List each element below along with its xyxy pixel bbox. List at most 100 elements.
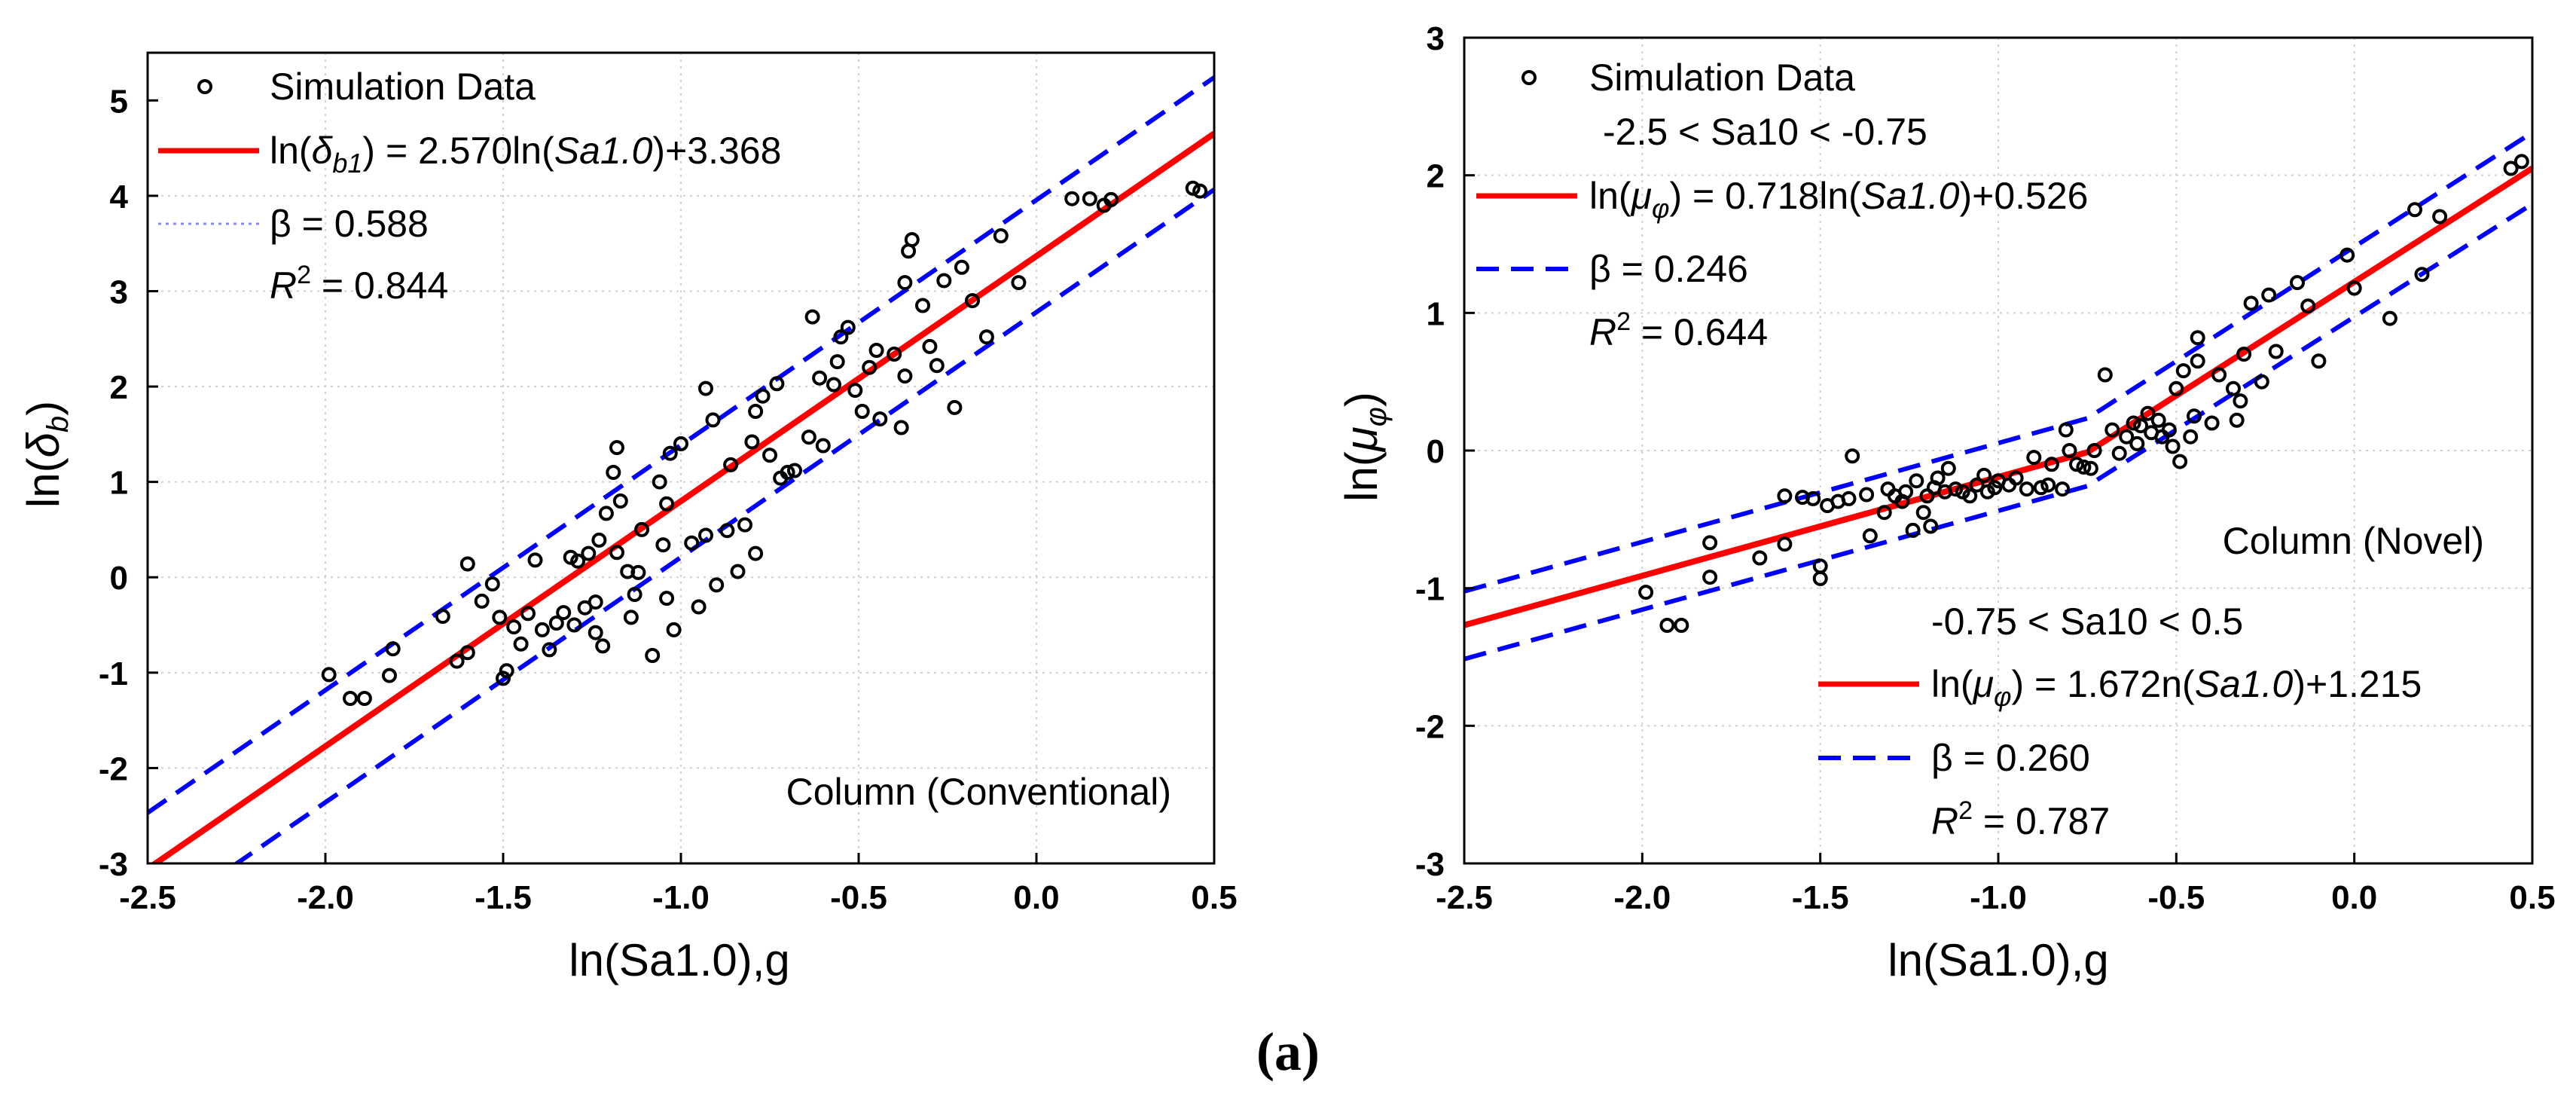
data-point (459, 556, 475, 572)
data-point (2119, 429, 2135, 445)
legend-fit-equation-high: ln(μφ) = 1.672n(Sa1.0)+1.215 (1931, 663, 2422, 712)
legend-beta-high: β = 0.260 (1931, 737, 2090, 779)
data-point (698, 527, 713, 543)
legend-fit-equation-low: ln(μφ) = 0.718ln(Sa1.0)+0.526 (1589, 175, 2088, 224)
data-point (2172, 454, 2188, 469)
data-point (1859, 487, 1875, 503)
data-point (897, 275, 913, 291)
data-point (2187, 408, 2202, 424)
data-point (1905, 522, 1921, 538)
y-tick-label: 1 (1427, 295, 1445, 332)
legend-r2-high: R2 = 0.787 (1931, 796, 2110, 842)
data-point (2104, 422, 2120, 438)
confidence-band (1464, 130, 2532, 661)
data-point (527, 552, 543, 568)
data-point (915, 298, 930, 313)
band-lower (1464, 202, 2532, 661)
y-tick-label: -3 (99, 846, 128, 883)
data-point (435, 609, 450, 625)
data-point (1777, 536, 1793, 552)
y-axis-label: ln(δb) (18, 401, 75, 508)
simulation-points (321, 180, 1208, 706)
data-point (2407, 202, 2422, 218)
grid (148, 53, 1214, 863)
data-point (666, 622, 682, 637)
x-tick-label: 0.5 (1191, 879, 1237, 916)
data-point (862, 359, 877, 375)
data-point (936, 273, 952, 289)
data-point (343, 691, 358, 706)
data-point (570, 553, 586, 569)
data-point (1948, 481, 1964, 497)
data-point (2076, 459, 2092, 475)
figure-caption: (a) (1256, 1022, 1320, 1082)
data-point (780, 465, 795, 480)
data-point (2086, 443, 2102, 458)
data-point (1862, 528, 1878, 544)
data-point (2233, 393, 2248, 409)
legend: Simulation Data ln(δb1) = 2.570ln(Sa1.0)… (158, 66, 781, 307)
y-tick-label: 5 (110, 83, 128, 120)
band-upper (148, 75, 1214, 815)
data-point (737, 517, 752, 533)
data-point (1011, 275, 1027, 291)
x-tick-label: 0.0 (1013, 879, 1059, 916)
data-point (1930, 470, 1946, 486)
data-point (588, 594, 603, 610)
y-tick-label: -2 (1415, 708, 1445, 745)
data-point (548, 616, 564, 631)
data-point (534, 622, 550, 637)
data-point (691, 599, 707, 615)
grid (1464, 38, 2532, 863)
x-tick-label: 0.0 (2331, 879, 2377, 916)
data-point (2229, 412, 2245, 428)
data-point (623, 610, 639, 625)
x-axis-label: ln(Sa1.0),g (1888, 935, 2109, 985)
data-point (2069, 457, 2084, 472)
plot-frame (146, 51, 1216, 865)
data-point (833, 329, 849, 345)
fit-line-segment (150, 130, 1214, 863)
data-point (929, 358, 945, 374)
data-point (2083, 460, 2098, 476)
data-point (385, 641, 401, 657)
data-point (709, 577, 725, 593)
data-point (787, 463, 802, 478)
data-point (449, 653, 465, 669)
data-point (606, 465, 621, 480)
data-point (566, 617, 582, 633)
data-point (2190, 330, 2205, 346)
legend-marker-circle (197, 79, 212, 94)
data-point (506, 619, 522, 635)
x-tick-label: -0.5 (830, 879, 887, 916)
data-point (595, 638, 611, 654)
data-point (1969, 477, 1985, 493)
data-point (993, 228, 1009, 243)
data-point (2133, 418, 2149, 434)
data-point (492, 610, 508, 625)
data-point (2019, 481, 2034, 497)
data-point (2311, 353, 2327, 369)
chart-annotation: Column (Conventional) (786, 771, 1171, 813)
data-point (2026, 450, 2042, 466)
data-point (1192, 183, 1208, 199)
y-tick-label: 4 (110, 179, 129, 215)
data-point (826, 377, 841, 393)
data-point (2236, 347, 2252, 362)
legend-beta: β = 0.588 (270, 203, 429, 245)
y-axis-label: ln(μφ) (1336, 392, 1393, 502)
data-point (2190, 353, 2205, 369)
data-point (598, 506, 614, 521)
y-tick-label: 1 (110, 465, 128, 502)
x-tick-label: -1.5 (1792, 879, 1849, 916)
data-point (2033, 480, 2049, 496)
data-point (2261, 287, 2277, 303)
data-point (542, 642, 557, 658)
x-tick-label: -2.5 (1436, 879, 1493, 916)
data-point (2183, 429, 2199, 445)
x-axis-label: ln(Sa1.0),g (569, 935, 790, 985)
y-tick-label: -2 (99, 750, 128, 787)
y-tick-label: 3 (110, 273, 128, 310)
data-point (662, 445, 678, 461)
data-point (2204, 415, 2220, 431)
